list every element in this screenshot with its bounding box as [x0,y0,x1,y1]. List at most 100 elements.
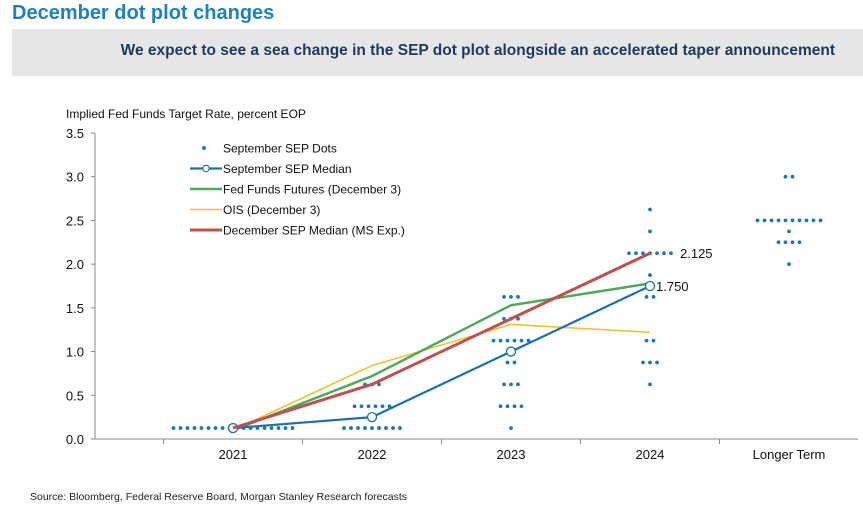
sep-dot [377,382,381,387]
sep-dot [648,207,652,212]
sep-dot [787,229,791,234]
december-sep-median-line [232,251,651,430]
sep-dot [627,251,631,256]
sep-dot [648,360,652,365]
subtitle-banner: We expect to see a sea change in the SEP… [12,29,863,76]
legend-marker-swatch [202,164,210,173]
sep-dot [373,404,378,409]
sep-dot [380,404,385,409]
sep-dot [491,338,496,343]
sep-dot [512,338,517,343]
sep-dot [505,360,510,365]
y-tick-label: 1.5 [66,301,84,316]
sep-dot [669,251,673,256]
fed-funds-futures-line [232,282,651,432]
legend-label: December SEP Median (MS Exp.) [223,224,405,238]
sep-dot [516,295,520,299]
sep-dot [516,382,520,387]
sep-dot [634,251,638,256]
sep-dot [505,338,510,343]
sep-dot [769,218,774,223]
sep-dot [269,426,274,430]
sep-dot [502,295,506,299]
sep-median-marker [366,411,378,423]
sep-dot [519,404,524,409]
sep-dot [790,240,795,245]
data-annotation: 2.125 [680,246,713,261]
sep-median-line [232,285,651,430]
sep-dot [512,404,517,409]
sep-dot [178,426,183,430]
sep-dot [262,426,267,430]
legend-entry: September SEP Dots [202,142,337,156]
sep-dot [651,295,656,299]
sep-dot [349,426,353,430]
sep-dot [648,229,652,234]
sep-dot [199,426,204,430]
sep-dot [651,338,656,343]
x-tick-label: 2021 [219,447,248,462]
sep-dot [171,426,176,430]
sep-dot [762,218,767,223]
y-tick-label: 2.5 [66,213,84,228]
source-note: Source: Bloomberg, Federal Reserve Board… [30,491,408,503]
sep-dot [776,240,781,245]
sep-dot [776,218,781,223]
sep-dot [391,426,395,430]
sep-dot [363,426,367,430]
sep-dot [644,295,649,299]
sep-dot [370,426,374,430]
legend-label: September SEP Dots [223,142,337,156]
sep-dot [359,404,364,409]
x-tick-label: 2024 [636,447,665,462]
sep-dot [352,404,357,409]
sep-median-marker [644,280,656,292]
legend-entry: September SEP Median [190,162,352,176]
sep-dot [783,174,788,179]
sep-dot [790,174,795,179]
sep-dot [509,382,513,387]
sep-dot [366,404,371,409]
sep-dot [283,426,288,430]
sep-dot [498,404,503,409]
sep-dot [783,218,788,223]
legend-label: OIS (December 3) [223,203,320,217]
sep-dot [356,426,360,430]
sep-dot [498,338,503,343]
sep-median-marker [505,346,517,357]
sep-dot [804,218,809,223]
legend-label: September SEP Median [223,162,352,176]
page-subtitle: We expect to see a sea change in the SEP… [120,42,835,59]
sep-dot [790,218,795,223]
sep-dot [811,218,816,223]
y-tick-label: 0.0 [66,432,84,447]
sep-dot [519,338,524,343]
sep-dot [526,338,531,343]
legend-label: Fed Funds Futures (December 3) [223,183,401,197]
legend-entry: December SEP Median (MS Exp.) [190,224,405,238]
sep-dot [509,426,513,430]
y-tick-label: 3.5 [66,126,84,141]
sep-dot [797,218,802,223]
sep-dot [220,426,225,430]
sep-dot [213,426,218,430]
sep-dot [502,316,506,321]
sep-dot [787,262,791,267]
sep-dot [185,426,190,430]
ois-line [232,323,651,431]
x-tick-label: Longer Term [753,447,826,462]
sep-dot [509,295,513,299]
sep-dot [783,240,788,245]
sep-dot [797,240,802,245]
sep-dot [648,382,652,387]
y-tick-label: 2.0 [66,257,84,272]
y-tick-label: 1.0 [66,345,84,360]
page-title: December dot plot changes [12,2,275,24]
sep-dot [377,426,381,430]
sep-dot [206,426,211,430]
sep-dot [398,426,402,430]
sep-dot [516,316,520,321]
sep-dot [818,218,823,223]
sep-dot [512,360,517,365]
